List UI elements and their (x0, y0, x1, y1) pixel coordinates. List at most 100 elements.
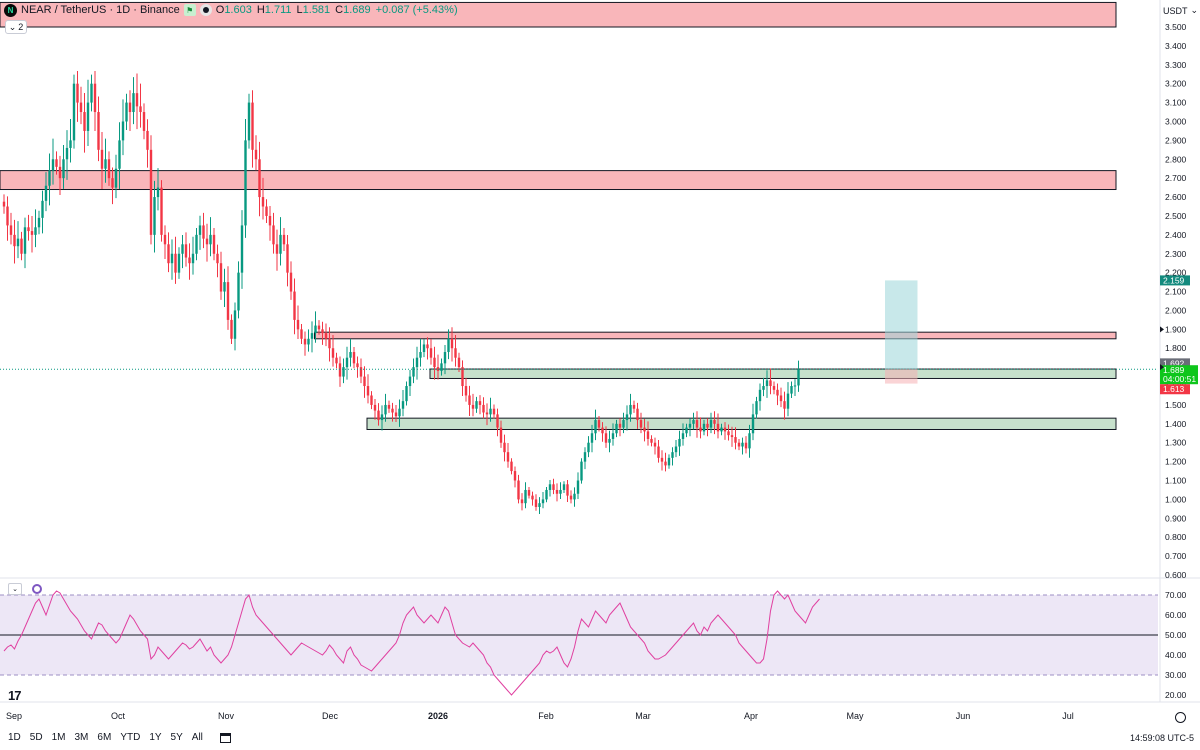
candle-body (258, 159, 261, 198)
price-tick-label: 0.600 (1165, 570, 1187, 580)
candle-body (328, 338, 331, 349)
period-1y[interactable]: 1Y (149, 732, 162, 743)
candle-body (415, 357, 419, 368)
time-tick-label: Mar (635, 711, 651, 721)
candle-body (135, 93, 139, 107)
candle-body (730, 435, 734, 438)
time-axis[interactable]: Sep Oct Nov Dec 2026 Feb Mar Apr May Jun Jul (6, 711, 1074, 721)
calendar-icon[interactable] (219, 732, 231, 743)
candle-body (387, 404, 391, 409)
candle-body (653, 442, 657, 447)
position-tool[interactable] (885, 280, 918, 384)
currency-selector[interactable]: USDT ⌄ (1163, 5, 1198, 16)
tradingview-logo[interactable]: 17 (8, 688, 22, 703)
candle-body (632, 404, 636, 409)
reference-price-label-bg (1160, 358, 1190, 369)
candle-body (611, 433, 615, 439)
candle-body (195, 234, 198, 254)
candle-body (261, 197, 265, 207)
period-3m[interactable]: 3M (74, 732, 89, 743)
candle-body (34, 227, 37, 235)
candle-body (240, 225, 244, 273)
candle-body (86, 102, 90, 131)
stop-price-label-bg (1160, 384, 1190, 395)
price-tick-label: 1.200 (1165, 457, 1187, 467)
candle-body (342, 367, 345, 377)
candle-body (433, 357, 436, 368)
candle-body (314, 325, 317, 334)
candle-body (153, 197, 156, 235)
candle-body (639, 420, 643, 428)
resistance-zone (0, 170, 1117, 191)
period-1d[interactable]: 1D (8, 732, 21, 743)
candle-body (401, 401, 405, 409)
market-status-icon[interactable] (199, 4, 212, 16)
candle-body (128, 102, 132, 113)
candle-body (622, 420, 625, 428)
clock[interactable]: 14:59:08 UTC-5 (1130, 733, 1195, 743)
stop-price-label: 1.613 (1163, 384, 1185, 394)
period-all[interactable]: All (191, 732, 203, 743)
period-1m[interactable]: 1M (51, 732, 66, 743)
candle-body (72, 83, 76, 141)
candle-body (391, 408, 394, 413)
price-tick-label: 1.400 (1165, 419, 1187, 429)
settings-icon[interactable] (1175, 712, 1186, 723)
candle-body (65, 147, 69, 160)
rsi-tick-label: 30.00 (1165, 670, 1187, 680)
candle-body (590, 433, 594, 443)
period-bar[interactable]: 1D 5D 1M 3M 6M YTD 1Y 5Y All (8, 732, 231, 743)
indicators-collapse-button[interactable]: ⌄ 2 (5, 20, 27, 34)
candle-body (583, 452, 587, 462)
candle-body (608, 438, 611, 443)
candle-body (534, 499, 538, 507)
candle-body (41, 200, 44, 218)
candle-body (366, 386, 370, 396)
period-ytd[interactable]: YTD (120, 732, 141, 743)
price-tick-label: 2.700 (1165, 173, 1187, 183)
candle-body (293, 291, 296, 320)
price-tick-label: 2.500 (1165, 211, 1187, 221)
time-tick-label: Dec (322, 711, 339, 721)
candle-body (636, 408, 639, 421)
candle-body (23, 227, 27, 254)
candle-body (146, 130, 149, 150)
candle-body (104, 159, 107, 169)
price-tick-label: 1.000 (1165, 494, 1187, 504)
candle-body (422, 344, 426, 353)
rsi-pane[interactable]: 70.00 60.00 50.00 40.00 30.00 20.00 (0, 590, 1187, 700)
candle-body (597, 420, 601, 428)
candle-body (216, 253, 219, 264)
candle-body (289, 272, 293, 292)
currency-label: USDT (1163, 5, 1188, 16)
candle-body (97, 112, 100, 150)
period-6m[interactable]: 6M (97, 732, 112, 743)
rsi-controls[interactable]: ⌄ (8, 583, 42, 595)
candle-body (139, 106, 142, 113)
period-5y[interactable]: 5Y (170, 732, 183, 743)
symbol-header[interactable]: N NEAR / TetherUS · 1D · Binance ⚑ O1.60… (4, 2, 458, 18)
candle-body (454, 348, 457, 358)
candle-body (226, 282, 230, 320)
price-axis[interactable]: 3.500 3.400 3.300 3.200 3.100 3.000 2.900 2.800… (1165, 22, 1187, 580)
candle-body (538, 503, 541, 507)
candle-body (209, 234, 212, 245)
candle-body (149, 149, 153, 235)
period-5d[interactable]: 5D (29, 732, 43, 743)
chevron-down-icon[interactable]: ⌄ (8, 583, 22, 595)
candle-body (790, 386, 793, 394)
candle-body (174, 253, 177, 273)
flag-icon[interactable]: ⚑ (183, 4, 196, 16)
symbol-title[interactable]: NEAR / TetherUS · 1D · Binance (21, 4, 180, 16)
time-tick-label: Sep (6, 711, 22, 721)
price-tick-label: 1.900 (1165, 324, 1187, 334)
candle-body (394, 412, 398, 417)
candle-body (786, 393, 790, 409)
candle-body (156, 187, 160, 198)
candle-body (268, 215, 272, 226)
candle-body (769, 380, 772, 387)
candle-body (660, 457, 664, 462)
indicator-visibility-icon[interactable] (32, 584, 42, 594)
candle-body (695, 420, 699, 428)
